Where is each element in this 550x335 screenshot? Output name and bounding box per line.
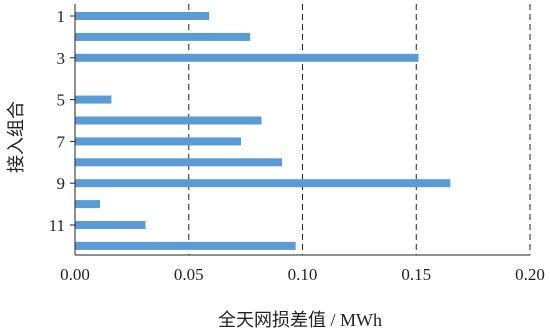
- bar-8: [75, 158, 283, 167]
- x-tick-label-0: 0.00: [60, 265, 90, 284]
- y-tick-label-1: 1: [57, 7, 66, 26]
- y-ticks: 1 3 5 7 9 11: [49, 7, 75, 235]
- bar-2: [75, 32, 251, 41]
- y-axis-title: 接入组合: [6, 101, 26, 173]
- x-tick-label-3: 0.15: [401, 265, 431, 284]
- x-ticks: 0.00 0.05 0.10 0.15 0.20: [60, 265, 545, 284]
- bar-3: [75, 53, 419, 62]
- bar-9: [75, 179, 451, 188]
- x-tick-label-1: 0.05: [174, 265, 204, 284]
- bar-7: [75, 137, 242, 146]
- x-axis-title: 全天网损差值 / MWh: [218, 310, 382, 330]
- y-tick-label-5: 5: [57, 91, 66, 110]
- bars: [75, 12, 451, 250]
- axes: [74, 4, 530, 256]
- y-tick-label-11: 11: [49, 216, 65, 235]
- x-tick-label-2: 0.10: [288, 265, 318, 284]
- grid-lines: [188, 4, 531, 255]
- y-tick-label-7: 7: [57, 132, 66, 151]
- y-tick-label-9: 9: [57, 174, 66, 193]
- bar-11: [75, 221, 146, 229]
- bar-10: [75, 200, 101, 209]
- x-tick-label-4: 0.20: [515, 265, 545, 284]
- bar-6: [75, 116, 262, 125]
- bar-1: [75, 12, 210, 20]
- bar-5: [75, 95, 112, 104]
- y-tick-label-3: 3: [57, 49, 66, 68]
- bar-12: [75, 241, 296, 250]
